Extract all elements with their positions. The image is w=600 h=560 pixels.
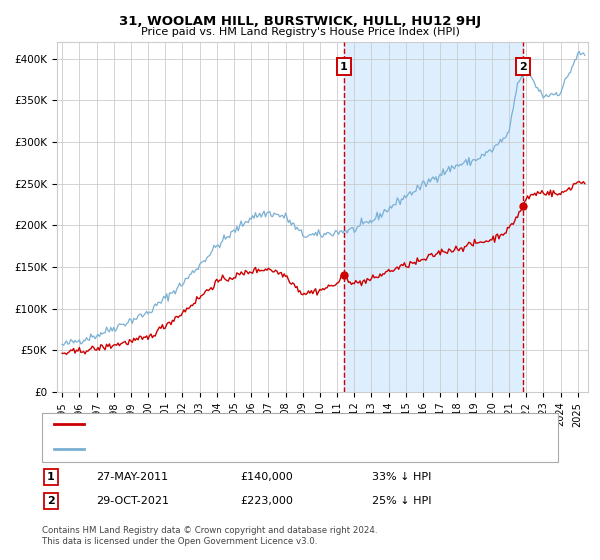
Text: 25% ↓ HPI: 25% ↓ HPI <box>372 496 431 506</box>
Text: HPI: Average price, detached house, East Riding of Yorkshire: HPI: Average price, detached house, East… <box>90 444 406 454</box>
Text: 2: 2 <box>47 496 55 506</box>
Text: £223,000: £223,000 <box>240 496 293 506</box>
Text: 31, WOOLAM HILL, BURSTWICK, HULL, HU12 9HJ (detached house): 31, WOOLAM HILL, BURSTWICK, HULL, HU12 9… <box>90 419 437 428</box>
Text: £140,000: £140,000 <box>240 472 293 482</box>
Text: 2: 2 <box>520 62 527 72</box>
Text: 31, WOOLAM HILL, BURSTWICK, HULL, HU12 9HJ: 31, WOOLAM HILL, BURSTWICK, HULL, HU12 9… <box>119 15 481 27</box>
Text: Contains HM Land Registry data © Crown copyright and database right 2024.
This d: Contains HM Land Registry data © Crown c… <box>42 526 377 546</box>
Text: 1: 1 <box>47 472 55 482</box>
Text: 1: 1 <box>340 62 348 72</box>
Text: Price paid vs. HM Land Registry's House Price Index (HPI): Price paid vs. HM Land Registry's House … <box>140 27 460 37</box>
Text: 27-MAY-2011: 27-MAY-2011 <box>96 472 168 482</box>
Bar <box>344 42 523 392</box>
Text: 29-OCT-2021: 29-OCT-2021 <box>96 496 169 506</box>
Text: 33% ↓ HPI: 33% ↓ HPI <box>372 472 431 482</box>
